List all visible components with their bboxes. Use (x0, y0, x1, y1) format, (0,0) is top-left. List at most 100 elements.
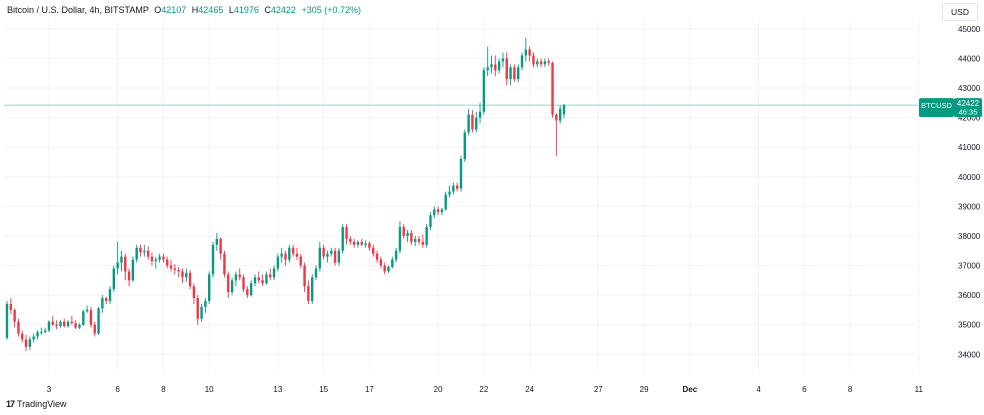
candle-body (223, 253, 226, 275)
candle-body (291, 247, 295, 254)
candle-body (467, 114, 470, 133)
candle-body (40, 332, 43, 334)
time-tick-label: 11 (915, 385, 924, 394)
candle-body (101, 298, 104, 309)
candle-body (414, 238, 417, 242)
candle-body (185, 272, 188, 278)
candle-body (330, 250, 333, 254)
high-value: 42465 (198, 5, 224, 15)
candle-body (517, 67, 520, 80)
time-tick-label: 8 (848, 385, 853, 394)
tradingview-logo-icon: 17 (6, 399, 15, 409)
candle-body (227, 274, 230, 293)
candle-body (78, 324, 81, 328)
candle-body (486, 67, 489, 71)
time-axis[interactable]: 3 6 8 10 13 15 17 20 22 24 27 29 Dec 4 6 8 11 (47, 385, 924, 394)
candle-body (494, 64, 497, 71)
time-tick-label: 10 (205, 385, 214, 394)
candle-body (47, 321, 51, 331)
price-tag-background (919, 98, 954, 118)
candle-body (513, 67, 516, 80)
price-tick-label: 34000 (958, 350, 981, 359)
candle-body (547, 61, 550, 63)
candle-body (463, 132, 466, 160)
price-tick-label: 36000 (958, 291, 981, 300)
candle-body (211, 244, 215, 275)
candle-body (17, 321, 20, 334)
price-tick-label: 38000 (958, 232, 981, 241)
candle-body (394, 250, 398, 260)
candle-body (21, 333, 24, 340)
candle-body (66, 321, 70, 327)
candle-body (55, 324, 58, 327)
candle-body (234, 274, 238, 281)
price-tick-label: 42000 (958, 114, 981, 123)
time-tick-label: 24 (525, 385, 534, 394)
candle-body (337, 250, 341, 263)
candle-body (272, 268, 276, 278)
candle-body (131, 259, 135, 281)
candle-body (173, 268, 177, 270)
price-tick-label: 35000 (958, 321, 981, 330)
candle-body (440, 209, 444, 213)
candle-body (562, 105, 566, 115)
candle-body (43, 330, 47, 333)
candle-body (51, 321, 54, 325)
candle-body (63, 321, 66, 327)
candle-body (82, 311, 85, 325)
candle-body (158, 256, 161, 260)
candle-body (475, 117, 478, 130)
price-tick-label: 39000 (958, 202, 981, 211)
candle-body (188, 272, 192, 287)
currency-button[interactable]: USD (942, 3, 978, 21)
time-tick-label: 22 (479, 385, 488, 394)
candle-body (36, 332, 39, 337)
candle-body (269, 274, 272, 278)
candle-body (24, 339, 28, 347)
low-value: 41976 (233, 5, 259, 15)
price-value-background (954, 98, 982, 118)
time-tick-label: 6 (802, 385, 807, 394)
candle-body (85, 309, 89, 312)
price-tick-label: 43000 (958, 84, 981, 93)
candle-body (116, 262, 119, 269)
candle-body (406, 232, 409, 236)
candle-body (97, 308, 100, 334)
candle-body (253, 277, 257, 284)
candle-body (127, 271, 131, 281)
candle-body (459, 159, 463, 189)
candle-body (204, 301, 207, 307)
price-tick-label: 41000 (958, 143, 981, 152)
candle-body (368, 243, 371, 248)
candle-body (177, 269, 180, 272)
candle-body (536, 61, 539, 65)
tradingview-logo[interactable]: 17 TradingView (6, 399, 67, 409)
candle-body (215, 238, 219, 245)
candle-body (74, 323, 77, 328)
candle-body (364, 243, 367, 245)
price-axis[interactable]: 34000 35000 36000 37000 38000 39000 40000 41000… (958, 25, 981, 359)
symbol-legend: Bitcoin / U.S. Dollar, 4h, BITSTAMP O421… (7, 5, 361, 15)
candle-body (230, 280, 234, 293)
candle-body (539, 61, 543, 65)
price-tag: BTCUSD 42422 46:35 (919, 98, 982, 118)
candle-body (425, 227, 428, 245)
candle-body (276, 256, 280, 269)
candles (5, 37, 566, 352)
price-tick-label: 37000 (958, 262, 981, 271)
candle-body (28, 339, 32, 347)
price-tick-label: 45000 (958, 25, 981, 34)
candle-body (32, 336, 35, 340)
candle-body (490, 64, 493, 68)
candle-body (307, 286, 310, 302)
candle-body (360, 241, 363, 245)
candle-body (139, 247, 142, 253)
time-tick-label: 3 (47, 385, 52, 394)
candle-body (265, 274, 268, 284)
candle-body (524, 49, 528, 56)
price-tag-value: 42422 (957, 99, 980, 108)
candle-body (59, 321, 62, 327)
price-tick-label: 40000 (958, 173, 981, 182)
